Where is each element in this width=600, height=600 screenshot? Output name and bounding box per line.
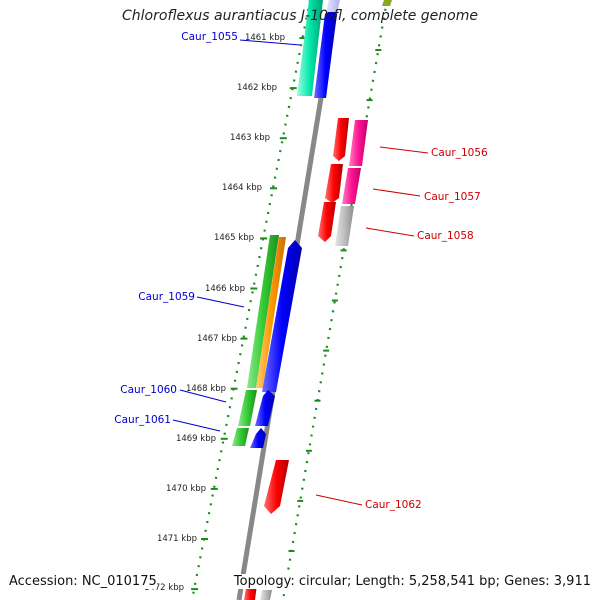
gene-label-caur-1060[interactable]: Caur_1060 (120, 384, 177, 396)
gene-caur-1055-forward[interactable] (314, 10, 337, 98)
gene-caur-1061-forward[interactable] (250, 428, 266, 448)
tick-label-1461: 1461 kbp (245, 33, 285, 43)
gene-caur-1058-reverse[interactable] (318, 202, 336, 242)
gene-label-caur-1058[interactable]: Caur_1058 (417, 230, 474, 242)
gene-label-caur-1057[interactable]: Caur_1057 (424, 191, 481, 203)
label-line-caur-1057 (372, 188, 421, 197)
caur-1059-green-block[interactable] (247, 235, 279, 388)
caur-1061-green-block[interactable] (232, 428, 249, 446)
tick-label-1469: 1469 kbp (176, 434, 216, 444)
upstream-gene-lavender[interactable] (326, 0, 340, 12)
gene-label-caur-1056[interactable]: Caur_1056 (431, 147, 488, 159)
tick-label-1467: 1467 kbp (197, 334, 237, 344)
label-line-caur-1058 (365, 227, 415, 237)
genome-summary-text: Topology: circular; Length: 5,258,541 bp… (233, 574, 591, 589)
tick-label-1466: 1466 kbp (205, 284, 245, 294)
label-line-caur-1056 (379, 146, 429, 154)
gene-label-caur-1061[interactable]: Caur_1061 (114, 414, 171, 426)
tick-label-1464: 1464 kbp (222, 183, 262, 193)
gene-caur-1056-reverse[interactable] (333, 118, 349, 161)
gene-caur-1062-reverse[interactable] (264, 460, 289, 514)
axis-ticks (191, 37, 382, 591)
caur-1056-magenta-block[interactable] (349, 120, 368, 166)
label-line-caur-1061 (172, 419, 221, 432)
tick-label-1468: 1468 kbp (186, 384, 226, 394)
accession-text: Accession: NC_010175 (9, 574, 157, 589)
tick-label-1471: 1471 kbp (157, 534, 197, 544)
label-line-caur-1060 (179, 389, 227, 403)
tick-label-1470: 1470 kbp (166, 484, 206, 494)
gene-caur-1059-forward[interactable] (262, 240, 302, 392)
gene-label-caur-1055[interactable]: Caur_1055 (181, 31, 238, 43)
caur-1059-orange-block[interactable] (256, 237, 286, 388)
gene-caur-1057-reverse[interactable] (325, 164, 343, 203)
gene-label-caur-1062[interactable]: Caur_1062 (365, 499, 422, 511)
upstream-gene-olive[interactable] (382, 0, 392, 6)
axis-labels: 1461 kbp 1462 kbp 1463 kbp 1464 kbp 1465… (144, 33, 285, 593)
caur-1058-gray-block[interactable] (335, 206, 354, 246)
tick-label-1463: 1463 kbp (230, 133, 270, 143)
caur-1060-green-block[interactable] (238, 390, 257, 426)
caur-1057-magenta-block[interactable] (342, 168, 361, 204)
label-line-caur-1059 (196, 296, 245, 308)
label-line-caur-1055 (239, 39, 301, 46)
gene-caur-1055-teal-block[interactable] (297, 0, 323, 96)
tick-label-1462: 1462 kbp (237, 83, 277, 93)
gene-label-caur-1059[interactable]: Caur_1059 (138, 291, 195, 303)
downstream-gene-gray[interactable] (260, 590, 272, 600)
tick-label-1465: 1465 kbp (214, 233, 254, 243)
label-line-caur-1062 (315, 494, 363, 506)
gene-caur-1060-forward[interactable] (255, 390, 275, 426)
map-title: Chloroflexus aurantiacus J-10-fl, comple… (122, 8, 478, 24)
